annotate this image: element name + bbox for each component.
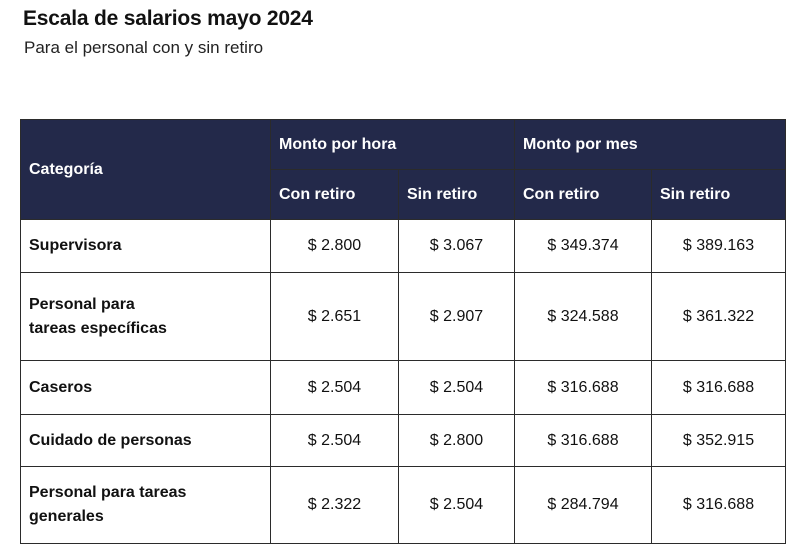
categoria-line: Cuidado de personas bbox=[29, 431, 192, 449]
categoria-line: tareas específicas bbox=[29, 319, 167, 337]
cell-hora-con-retiro: $ 2.322 bbox=[270, 466, 399, 544]
page-subtitle: Para el personal con y sin retiro bbox=[24, 38, 264, 57]
cell-mes-con-retiro: $ 316.688 bbox=[514, 360, 652, 415]
cell-mes-sin-retiro: $ 352.915 bbox=[650, 414, 787, 467]
cell-mes-con-retiro: $ 316.688 bbox=[514, 414, 652, 467]
table-header-row: Categoría Monto por hora Monto por mes bbox=[20, 119, 787, 220]
cell-hora-con-retiro: $ 2.651 bbox=[270, 272, 399, 361]
cell-mes-sin-retiro: $ 316.688 bbox=[650, 360, 787, 415]
row-categoria: Cuidado de personas bbox=[20, 414, 271, 467]
header-monto-por-mes: Monto por mes bbox=[513, 119, 787, 170]
table-row: Personal para tareas específicas $ 2.651 … bbox=[20, 272, 787, 361]
header-hora-con-retiro: Con retiro bbox=[270, 169, 399, 220]
header-monto-por-hora: Monto por hora bbox=[270, 119, 515, 170]
categoria-line: generales bbox=[29, 508, 104, 525]
categoria-line: Personal para bbox=[29, 295, 135, 313]
header-mes-con-retiro: Con retiro bbox=[514, 169, 652, 220]
cell-hora-con-retiro: $ 2.504 bbox=[270, 414, 399, 467]
table-row: Caseros $ 2.504 $ 2.504 $ 316.688 $ 316.… bbox=[20, 360, 787, 415]
cell-mes-sin-retiro: $ 361.322 bbox=[650, 272, 787, 361]
header-categoria: Categoría bbox=[20, 119, 271, 220]
cell-hora-sin-retiro: $ 2.504 bbox=[398, 360, 515, 415]
table-row: Personal para tareas generales $ 2.322 $ … bbox=[20, 466, 787, 544]
table-row: Cuidado de personas $ 2.504 $ 2.800 $ 31… bbox=[20, 414, 787, 467]
cell-mes-sin-retiro: $ 389.163 bbox=[650, 219, 787, 273]
table-subheader-row: Con retiro Sin retiro Con retiro Sin ret… bbox=[21, 169, 787, 220]
cell-hora-sin-retiro: $ 2.800 bbox=[398, 414, 515, 467]
categoria-line: Supervisora bbox=[29, 237, 122, 254]
salary-table: Categoría Monto por hora Monto por mes C… bbox=[20, 119, 787, 544]
categoria-line: Caseros bbox=[29, 378, 93, 396]
cell-mes-con-retiro: $ 349.374 bbox=[514, 219, 652, 273]
cell-mes-con-retiro: $ 324.588 bbox=[514, 272, 652, 361]
row-categoria: Personal para tareas específicas bbox=[20, 272, 271, 361]
cell-mes-sin-retiro: $ 316.688 bbox=[650, 466, 787, 544]
row-categoria: Personal para tareas generales bbox=[20, 466, 271, 544]
table-row: Supervisora $ 2.800 $ 3.067 $ 349.374 $ … bbox=[20, 219, 787, 273]
cell-mes-con-retiro: $ 284.794 bbox=[514, 466, 652, 544]
row-categoria: Caseros bbox=[20, 360, 271, 415]
row-categoria: Supervisora bbox=[20, 219, 271, 273]
cell-hora-sin-retiro: $ 3.067 bbox=[398, 219, 515, 273]
cell-hora-con-retiro: $ 2.504 bbox=[270, 360, 399, 415]
header-mes-sin-retiro: Sin retiro bbox=[650, 169, 787, 220]
page-title: Escala de salarios mayo 2024 bbox=[23, 7, 313, 30]
cell-hora-con-retiro: $ 2.800 bbox=[270, 219, 399, 273]
header-hora-sin-retiro: Sin retiro bbox=[398, 169, 515, 220]
cell-hora-sin-retiro: $ 2.504 bbox=[398, 466, 515, 544]
cell-hora-sin-retiro: $ 2.907 bbox=[398, 272, 515, 361]
categoria-line: Personal para tareas bbox=[29, 484, 187, 501]
